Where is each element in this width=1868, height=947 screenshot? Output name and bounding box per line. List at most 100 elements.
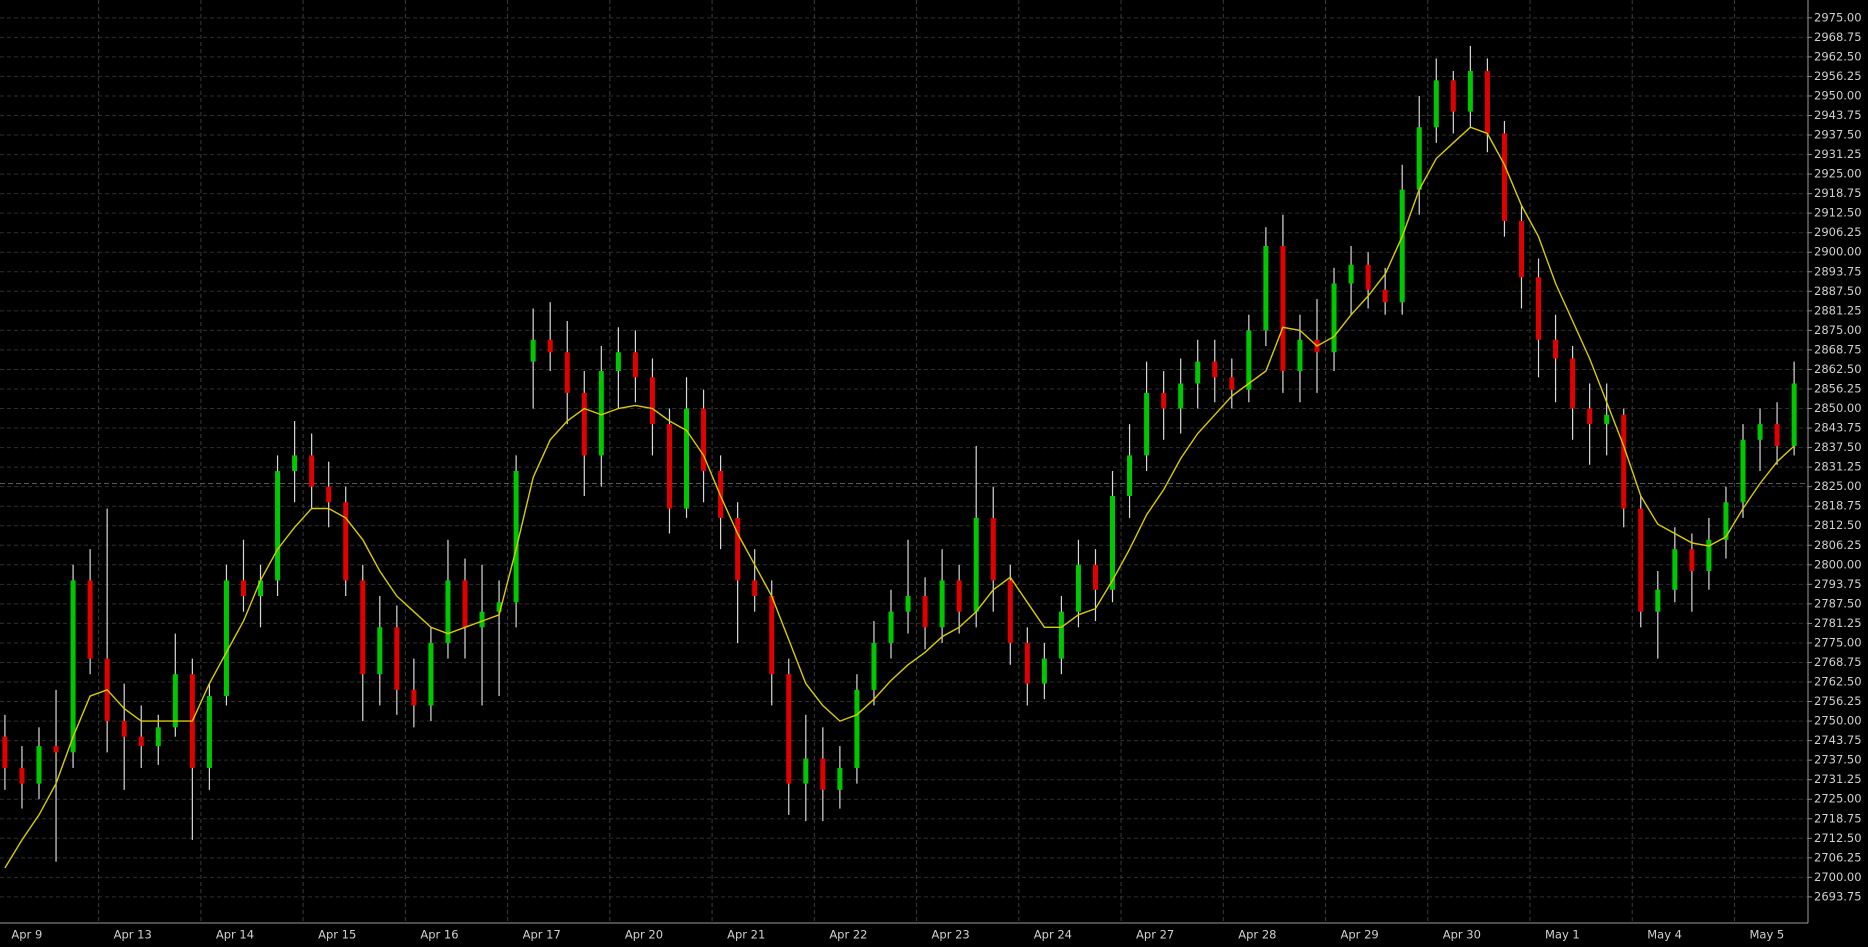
candle-body — [428, 642, 434, 706]
y-tick-label: 2887.50 — [1814, 284, 1862, 298]
candle-body — [1570, 358, 1576, 409]
candle-body — [1518, 220, 1524, 278]
candle-body — [309, 455, 315, 487]
y-tick-label: 2950.00 — [1814, 88, 1862, 102]
candle-body — [240, 580, 246, 597]
candle-body — [888, 611, 894, 643]
candle-body — [752, 580, 758, 597]
y-tick-label: 2968.75 — [1814, 30, 1862, 44]
y-tick-label: 2731.25 — [1814, 772, 1862, 786]
candle-body — [1501, 133, 1507, 221]
y-tick-label: 2825.00 — [1814, 479, 1862, 493]
y-tick-label: 2868.75 — [1814, 342, 1862, 356]
candle-body — [1536, 277, 1542, 340]
candle-body — [1484, 70, 1490, 134]
candle-body — [1467, 70, 1473, 112]
y-tick-label: 2875.00 — [1814, 323, 1862, 337]
candle-body — [973, 517, 979, 612]
y-tick-label: 2700.00 — [1814, 870, 1862, 884]
y-tick-label: 2743.75 — [1814, 733, 1862, 747]
candle-body — [223, 580, 229, 697]
candle-body — [1246, 330, 1252, 390]
candle-body — [581, 392, 587, 456]
candle-body — [206, 696, 212, 768]
y-tick-label: 2962.50 — [1814, 49, 1862, 63]
candle-body — [1092, 564, 1098, 590]
candle-body — [172, 674, 178, 728]
candle-body — [87, 580, 93, 659]
candle-body — [1587, 408, 1593, 425]
y-tick-label: 2737.50 — [1814, 753, 1862, 767]
candle-body — [445, 580, 451, 643]
y-tick-label: 2856.25 — [1814, 381, 1862, 395]
candle-body — [1024, 642, 1030, 684]
candle-body — [1297, 339, 1303, 372]
candle-body — [343, 502, 349, 581]
candle-body — [377, 627, 383, 675]
candle-body — [735, 517, 741, 581]
candle-body — [666, 424, 672, 509]
x-tick-label: May 1 — [1545, 928, 1580, 942]
candle-body — [258, 580, 264, 597]
x-tick-label: Apr 29 — [1341, 928, 1379, 942]
candle-body — [1229, 377, 1235, 390]
candle-body — [360, 580, 366, 675]
candle-body — [990, 517, 996, 581]
candle-body — [1553, 339, 1559, 359]
candle-body — [1075, 564, 1081, 612]
x-tick-label: Apr 16 — [420, 928, 458, 942]
candle-body — [786, 674, 792, 784]
candle-body — [1723, 502, 1729, 540]
y-tick-label: 2850.00 — [1814, 401, 1862, 415]
x-tick-label: May 4 — [1647, 928, 1682, 942]
y-tick-label: 2912.50 — [1814, 206, 1862, 220]
candle-body — [1638, 508, 1644, 612]
candle-body — [649, 377, 655, 425]
candle-body — [462, 580, 468, 628]
candle-body — [1110, 496, 1116, 590]
x-tick-label: Apr 17 — [523, 928, 561, 942]
candle-body — [1706, 539, 1712, 572]
candle-body — [1689, 549, 1695, 572]
candle-body — [922, 596, 928, 628]
y-tick-label: 2768.75 — [1814, 655, 1862, 669]
candle-body — [1774, 424, 1780, 447]
y-tick-label: 2837.50 — [1814, 440, 1862, 454]
candle-body — [121, 721, 127, 737]
y-tick-label: 2781.25 — [1814, 616, 1862, 630]
x-tick-label: Apr 20 — [625, 928, 663, 942]
candle-body — [1655, 589, 1661, 612]
candle-body — [70, 580, 76, 753]
x-tick-label: Apr 22 — [829, 928, 867, 942]
y-tick-label: 2843.75 — [1814, 421, 1862, 435]
y-tick-label: 2893.75 — [1814, 264, 1862, 278]
candle-body — [837, 767, 843, 790]
candle-body — [956, 580, 962, 612]
y-tick-label: 2756.25 — [1814, 694, 1862, 708]
candle-body — [1450, 80, 1456, 112]
candle-body — [615, 352, 621, 372]
candle-body — [1331, 283, 1337, 353]
y-tick-label: 2706.25 — [1814, 850, 1862, 864]
candle-body — [1416, 127, 1422, 190]
candle-body — [292, 455, 298, 472]
x-tick-label: Apr 24 — [1034, 928, 1072, 942]
y-tick-label: 2718.75 — [1814, 811, 1862, 825]
candle-body — [1382, 289, 1388, 303]
y-tick-label: 2762.50 — [1814, 675, 1862, 689]
y-tick-label: 2806.25 — [1814, 538, 1862, 552]
candle-body — [479, 611, 485, 628]
candle-body — [854, 689, 860, 768]
candle-body — [701, 408, 707, 472]
candle-body — [530, 339, 536, 362]
candle-body — [684, 408, 690, 509]
candle-body — [1212, 361, 1218, 378]
candle-body — [547, 339, 553, 353]
candle-body — [1161, 392, 1167, 409]
y-tick-label: 2956.25 — [1814, 69, 1862, 83]
y-tick-label: 2943.75 — [1814, 108, 1862, 122]
candle-body — [939, 580, 945, 628]
x-tick-label: Apr 30 — [1443, 928, 1481, 942]
